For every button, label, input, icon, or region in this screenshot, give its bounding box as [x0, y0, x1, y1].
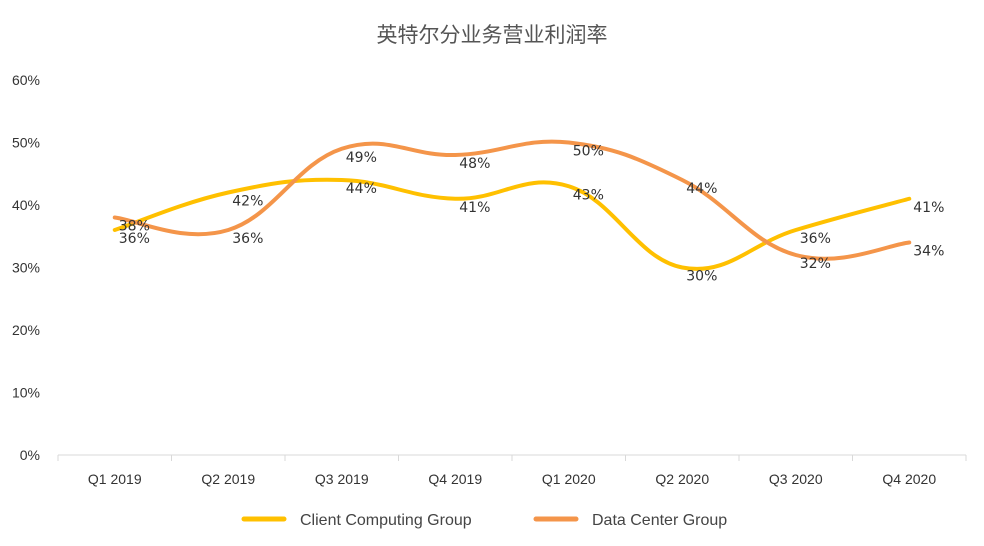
series-line-2: [112, 139, 912, 261]
y-axis: 0% 10% 20% 30% 40% 50% 60%: [12, 72, 40, 463]
x-tick-label: Q3 2019: [315, 471, 369, 487]
chart-title: 英特尔分业务营业利润率: [377, 23, 608, 47]
x-tick-label: Q4 2020: [882, 471, 936, 487]
x-tick-label: Q2 2020: [655, 471, 709, 487]
series-line-1: [112, 177, 912, 271]
data-label: 42%: [232, 194, 263, 210]
y-tick-label: 30%: [12, 260, 40, 276]
data-label: 34%: [913, 244, 944, 260]
x-tick-label: Q4 2019: [428, 471, 482, 487]
data-label: 32%: [800, 256, 831, 272]
data-label: 50%: [573, 144, 604, 160]
data-label: 49%: [346, 150, 377, 166]
y-tick-label: 40%: [12, 197, 40, 213]
y-tick-label: 10%: [12, 385, 40, 401]
data-label: 36%: [232, 231, 263, 247]
data-label: 38%: [119, 219, 150, 235]
legend-label: Client Computing Group: [300, 512, 472, 529]
x-tick-label: Q1 2019: [88, 471, 142, 487]
data-label: 48%: [459, 156, 490, 172]
data-labels: 36%42%44%41%43%30%36%41%38%36%49% 48%50%4…: [119, 144, 945, 285]
series-lines: [112, 139, 912, 271]
x-axis: Q1 2019 Q2 2019 Q3 2019 Q4 2019 Q1 2020 Q2 20…: [57, 454, 967, 487]
data-label: 44%: [686, 181, 717, 197]
data-label: 41%: [459, 200, 490, 216]
x-tick-label: Q1 2020: [542, 471, 596, 487]
y-tick-label: 20%: [12, 322, 40, 338]
y-tick-label: 50%: [12, 135, 40, 151]
x-tick-label: Q3 2020: [769, 471, 823, 487]
y-tick-label: 60%: [12, 72, 40, 88]
data-label: 36%: [119, 231, 150, 247]
data-label: 30%: [686, 269, 717, 285]
data-label: 36%: [800, 231, 831, 247]
data-label: 41%: [913, 200, 944, 216]
legend: Client Computing Group Data Center Group: [241, 512, 727, 529]
data-label: 43%: [573, 187, 604, 203]
data-label: 44%: [346, 181, 377, 197]
y-tick-label: 0%: [20, 447, 40, 463]
x-tick-label: Q2 2019: [201, 471, 255, 487]
legend-label: Data Center Group: [592, 512, 727, 529]
